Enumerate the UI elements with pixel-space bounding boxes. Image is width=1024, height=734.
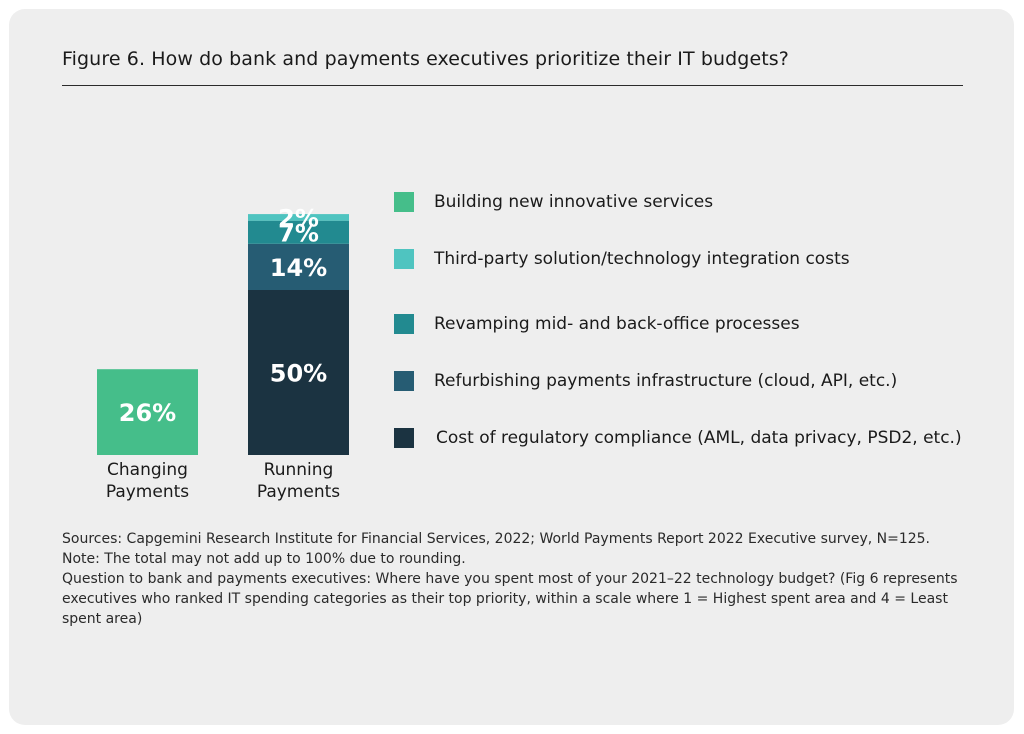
- legend-swatch: [394, 192, 414, 212]
- legend-label: Third-party solution/technology integrat…: [434, 249, 850, 269]
- figure-title: Figure 6. How do bank and payments execu…: [62, 48, 789, 70]
- bar-value-label: 26%: [119, 399, 176, 427]
- bar-value-label: 14%: [270, 254, 327, 282]
- legend-swatch: [394, 314, 414, 334]
- bar-segment: [248, 290, 349, 455]
- category-label: Payments: [257, 482, 340, 502]
- legend-swatch: [394, 428, 414, 448]
- category-label: Payments: [106, 482, 189, 502]
- chart-legend: Building new innovative services Third-p…: [394, 186, 994, 466]
- bar-segment: [248, 220, 349, 244]
- legend-label: Building new innovative services: [434, 192, 714, 212]
- legend-label: Revamping mid- and back-office processes: [434, 314, 800, 334]
- bar-segment: [248, 214, 349, 221]
- category-label: Changing: [107, 460, 188, 480]
- category-label: Running: [264, 460, 334, 480]
- bar-value-label: 7%: [278, 219, 319, 247]
- figure-card: [9, 9, 1014, 725]
- bar-value-label: 50%: [270, 360, 327, 388]
- sources-note: Sources: Capgemini Research Institute fo…: [62, 531, 931, 547]
- legend-swatch: [394, 249, 414, 269]
- legend-swatch: [394, 371, 414, 391]
- figure-notes: Sources: Capgemini Research Institute fo…: [62, 529, 972, 629]
- title-divider: [62, 85, 963, 86]
- bar-segment: [248, 243, 349, 290]
- bar-value-label: 2%: [278, 204, 319, 232]
- legend-label: Refurbishing payments infrastructure (cl…: [434, 371, 898, 391]
- bar-segment: [97, 369, 198, 455]
- rounding-note: Note: The total may not add up to 100% d…: [62, 551, 466, 567]
- question-note: Question to bank and payments executives…: [62, 571, 958, 627]
- legend-label: Cost of regulatory compliance (AML, data…: [436, 428, 962, 448]
